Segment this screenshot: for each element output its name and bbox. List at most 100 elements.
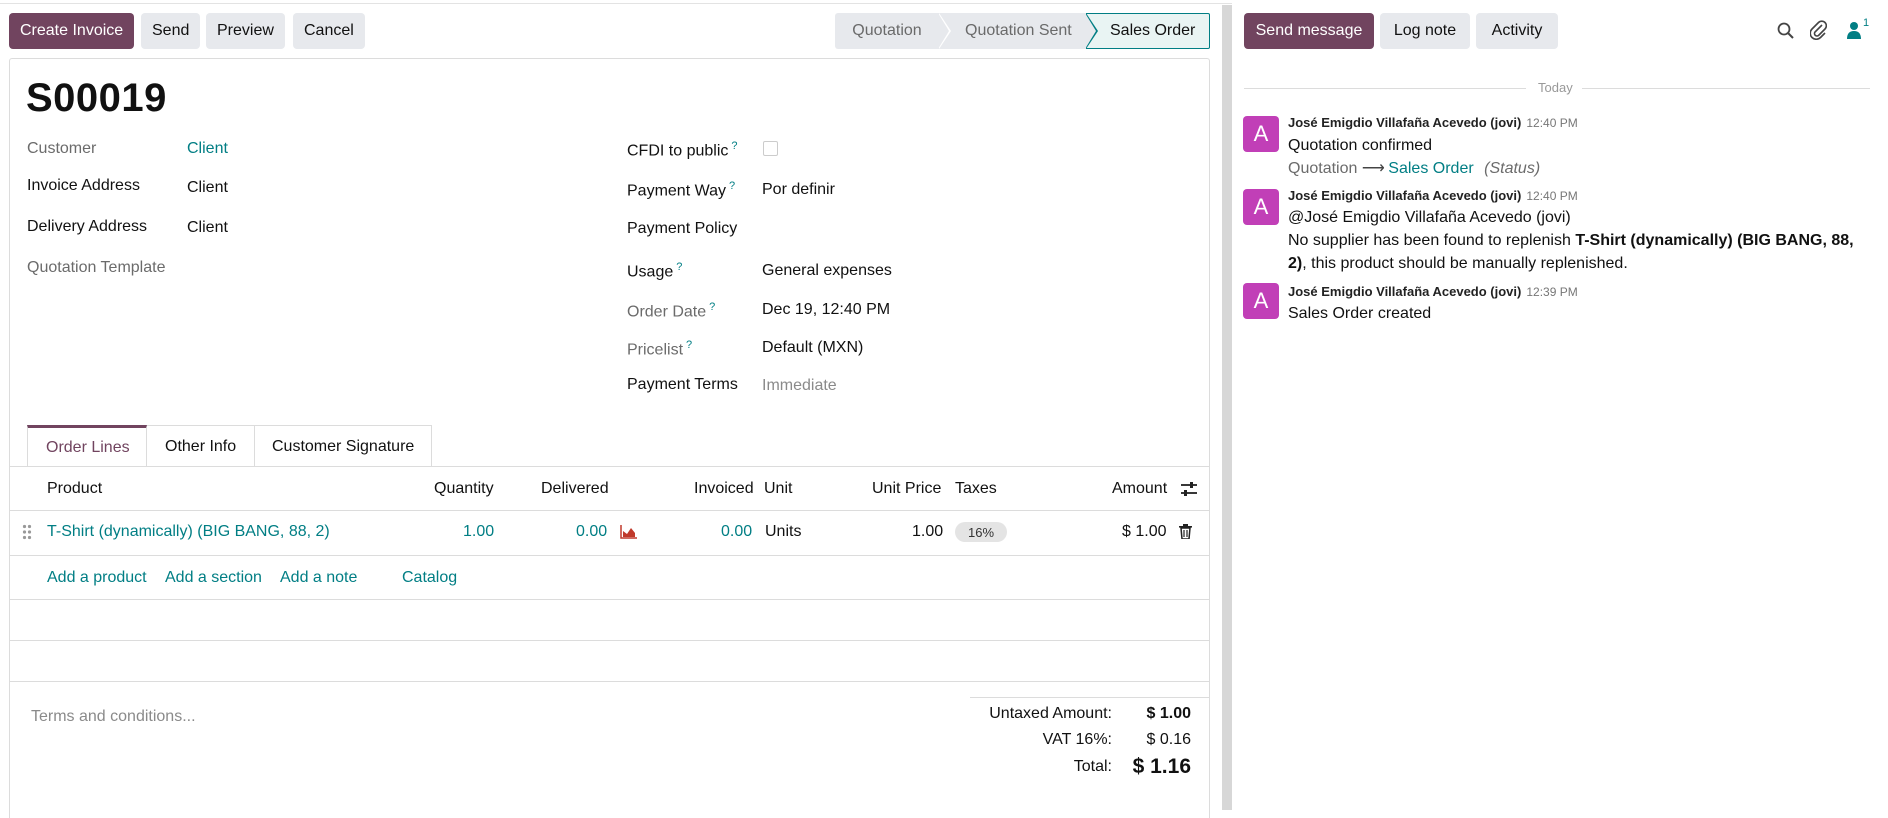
payment-way-label: Payment Way? (627, 180, 736, 200)
search-icon[interactable] (1777, 22, 1794, 39)
order-name: S00019 (26, 76, 167, 120)
delivery-address-field[interactable]: Client (187, 219, 228, 236)
create-invoice-button[interactable]: Create Invoice (9, 13, 135, 49)
usage-field[interactable]: General expenses (762, 262, 892, 279)
arrow-right-icon: ⟶ (1361, 160, 1385, 177)
col-taxes[interactable]: Taxes (955, 480, 997, 497)
row-unit-price[interactable]: 1.00 (912, 523, 944, 540)
paperclip-icon[interactable] (1810, 20, 1827, 40)
mention-link[interactable]: @José Emigdio Villafaña Acevedo (jovi) (1288, 209, 1571, 226)
message-time: 12:39 PM (1526, 285, 1578, 299)
cancel-button[interactable]: Cancel (293, 13, 365, 49)
message-body: No supplier has been found to replenish … (1288, 232, 1854, 272)
total-label: Total: (1073, 758, 1112, 775)
catalog-link[interactable]: Catalog (402, 569, 458, 586)
avatar[interactable]: A (1243, 116, 1279, 152)
pane-splitter[interactable] (1222, 5, 1232, 810)
delivery-address-label: Delivery Address (27, 218, 148, 235)
col-delivered[interactable]: Delivered (541, 480, 609, 497)
table-divider (9, 640, 1210, 641)
col-product[interactable]: Product (47, 480, 103, 497)
date-separator: Today (1538, 80, 1573, 95)
add-section-link[interactable]: Add a section (165, 569, 262, 586)
add-note-link[interactable]: Add a note (280, 569, 358, 586)
form-sheet (9, 58, 1210, 818)
tab-customer-signature[interactable]: Customer Signature (255, 425, 432, 467)
payment-policy-label: Payment Policy (627, 220, 738, 237)
avatar[interactable]: A (1243, 283, 1279, 319)
help-icon[interactable]: ? (709, 301, 716, 313)
row-quantity[interactable]: 1.00 (463, 523, 495, 540)
payment-way-field[interactable]: Por definir (762, 181, 835, 198)
vat-label: VAT 16%: (1042, 731, 1112, 748)
followers-icon[interactable] (1847, 21, 1861, 39)
invoice-address-field[interactable]: Client (187, 179, 228, 196)
stage-quotation[interactable]: Quotation (835, 13, 939, 49)
send-message-button[interactable]: Send message (1244, 13, 1374, 49)
stage-sales-order[interactable]: Sales Order (1086, 13, 1210, 49)
message-body: Sales Order created (1288, 305, 1432, 322)
cfdi-checkbox[interactable] (763, 141, 778, 156)
optional-columns-icon[interactable] (1180, 480, 1198, 498)
total-amount: $ 1.16 (1132, 755, 1191, 778)
stage-quotation-sent[interactable]: Quotation Sent (939, 13, 1086, 49)
date-separator-line (1582, 88, 1870, 89)
totals-divider (970, 697, 1210, 698)
payment-terms-label: Payment Terms (627, 376, 738, 393)
row-product[interactable]: T-Shirt (dynamically) (BIG BANG, 88, 2) (47, 523, 330, 540)
row-unit[interactable]: Units (765, 523, 802, 540)
row-amount: $ 1.00 (1122, 523, 1167, 540)
follower-count: 1 (1863, 17, 1870, 29)
tab-other-info[interactable]: Other Info (147, 425, 255, 467)
message-time: 12:40 PM (1526, 116, 1578, 130)
row-delivered[interactable]: 0.00 (576, 523, 608, 540)
col-quantity[interactable]: Quantity (434, 480, 494, 497)
col-amount[interactable]: Amount (1112, 480, 1168, 497)
trash-icon[interactable] (1179, 524, 1192, 539)
untaxed-amount: $ 1.00 (1146, 705, 1191, 722)
activity-button[interactable]: Activity (1476, 13, 1558, 49)
col-invoiced[interactable]: Invoiced (694, 480, 754, 497)
invoice-address-label: Invoice Address (27, 177, 140, 194)
order-date-field[interactable]: Dec 19, 12:40 PM (762, 301, 891, 318)
terms-input[interactable]: Terms and conditions... (31, 708, 196, 725)
message-time: 12:40 PM (1526, 189, 1578, 203)
col-unit[interactable]: Unit (764, 480, 793, 497)
help-icon[interactable]: ? (676, 261, 683, 273)
untaxed-label: Untaxed Amount: (989, 705, 1112, 722)
message-body: Quotation confirmed (1288, 137, 1433, 154)
tracking-value: Quotation ⟶ Sales Order (Status) (1288, 157, 1540, 180)
col-unit-price[interactable]: Unit Price (872, 480, 942, 497)
customer-label: Customer (27, 140, 97, 157)
table-divider (9, 555, 1210, 556)
tabs-underline (9, 466, 1210, 467)
forecast-chart-icon[interactable] (620, 524, 638, 539)
customer-field[interactable]: Client (187, 140, 228, 157)
stage-separator (1085, 13, 1096, 49)
add-product-link[interactable]: Add a product (47, 569, 147, 586)
drag-handle-icon[interactable] (22, 524, 32, 540)
table-divider (9, 599, 1210, 600)
notebook-tabs: Order Lines Other Info Customer Signatur… (27, 425, 432, 467)
preview-button[interactable]: Preview (206, 13, 285, 49)
log-note-button[interactable]: Log note (1380, 13, 1470, 49)
message-author: José Emigdio Villafaña Acevedo (jovi) 12:… (1288, 284, 1578, 299)
quotation-template-label: Quotation Template (27, 259, 166, 276)
order-date-label: Order Date? (627, 301, 716, 321)
tax-badge[interactable]: 16% (955, 522, 1007, 542)
message-author: José Emigdio Villafaña Acevedo (jovi) 12:… (1288, 115, 1578, 130)
form-view: Create Invoice Send Preview Cancel Quota… (9, 13, 1210, 818)
message-author: José Emigdio Villafaña Acevedo (jovi) 12:… (1288, 188, 1578, 203)
row-invoiced[interactable]: 0.00 (721, 523, 753, 540)
avatar[interactable]: A (1243, 189, 1279, 225)
vat-amount: $ 0.16 (1146, 731, 1191, 748)
send-button[interactable]: Send (141, 13, 201, 49)
help-icon[interactable]: ? (729, 180, 736, 192)
payment-terms-field[interactable]: Immediate (762, 377, 837, 394)
table-divider (9, 681, 1210, 682)
tab-order-lines[interactable]: Order Lines (27, 425, 147, 467)
usage-label: Usage? (627, 261, 683, 281)
help-icon[interactable]: ? (686, 339, 693, 351)
pricelist-field[interactable]: Default (MXN) (762, 339, 864, 356)
help-icon[interactable]: ? (731, 140, 738, 152)
